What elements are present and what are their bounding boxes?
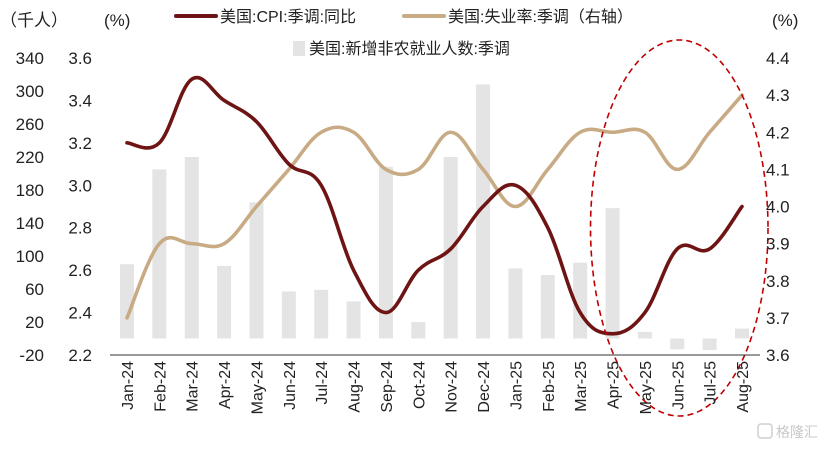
left-inner-unit: (%) (104, 11, 130, 30)
bar-aug-25 (735, 328, 749, 339)
left-inner-tick: 2.8 (68, 219, 92, 238)
x-tick-jun-24: Jun-24 (282, 361, 299, 410)
right-tick: 3.9 (766, 235, 790, 254)
bar-jan-24 (120, 264, 134, 339)
x-tick-aug-25: Aug-25 (735, 361, 752, 413)
bar-may-25 (637, 331, 652, 339)
left-inner-tick: 2.2 (68, 346, 92, 365)
bar-may-24 (249, 202, 264, 339)
watermark-logo: 格隆汇 (757, 423, 818, 440)
x-tick-mar-24: Mar-24 (185, 361, 202, 412)
lines-layer (125, 75, 744, 336)
bar-feb-25 (540, 274, 555, 339)
x-tick-may-24: May-24 (249, 361, 266, 414)
bar-dec-24 (476, 84, 491, 339)
left-outer-tick: 140 (16, 214, 44, 233)
x-tick-apr-24: Apr-24 (217, 361, 234, 409)
left-outer-tick: 100 (16, 247, 44, 266)
legend-layer: 美国:CPI:季调:同比 美国:失业率:季调（右轴） 美国:新增非农就业人数:季调 (174, 8, 633, 58)
right-tick: 3.7 (766, 309, 790, 328)
cpi-yoy-line (125, 75, 744, 336)
x-tick-jan-24: Jan-24 (120, 361, 137, 410)
right-tick: 4.2 (766, 123, 790, 142)
x-tick-jul-25: Jul-25 (703, 361, 720, 405)
bar-aug-24 (346, 301, 361, 339)
bar-oct-24 (411, 322, 426, 339)
left-outer-tick: 220 (16, 148, 44, 167)
bar-jan-25 (508, 268, 523, 339)
x-tick-feb-24: Feb-24 (152, 361, 169, 412)
x-tick-jul-24: Jul-24 (314, 361, 331, 405)
left-inner-tick: 3.2 (68, 134, 92, 153)
left-inner-tick: 2.6 (68, 261, 92, 280)
unemployment-rate-line (125, 93, 744, 320)
highlight-layer (589, 39, 769, 417)
x-tick-oct-24: Oct-24 (411, 361, 428, 409)
x-tick-dec-24: Dec-24 (476, 361, 493, 413)
left-outer-tick: -20 (19, 346, 44, 365)
x-tick-may-25: May-25 (638, 361, 655, 414)
axes-layer: 340 300 260 220 180 140 100 60 20 -20 3.6 3.4 3.2 3.0… (0, 11, 798, 414)
left-outer-tick: 20 (25, 313, 44, 332)
legend-cpi-label: 美国:CPI:季调:同比 (220, 8, 356, 26)
x-tick-apr-25: Apr-25 (606, 361, 623, 409)
left-outer-tick: 340 (16, 49, 44, 68)
bar-apr-25 (605, 208, 620, 339)
watermark-layer: 格隆汇 (757, 423, 818, 440)
x-tick-aug-24: Aug-24 (347, 361, 364, 413)
bar-sep-24 (378, 166, 393, 339)
left-outer-unit: （千人） (0, 11, 68, 30)
bar-jul-24 (314, 289, 329, 339)
highlight-ellipse (589, 39, 769, 417)
right-unit: (%) (772, 11, 798, 30)
left-outer-tick: 300 (16, 82, 44, 101)
x-tick-feb-25: Feb-25 (541, 361, 558, 412)
bars-layer (120, 84, 749, 351)
right-tick: 4.1 (766, 160, 790, 179)
right-tick: 4.0 (766, 198, 790, 217)
x-tick-sep-24: Sep-24 (379, 361, 396, 413)
x-tick-jan-25: Jan-25 (508, 361, 525, 410)
left-outer-tick: 260 (16, 115, 44, 134)
bar-mar-24 (184, 157, 199, 339)
left-inner-tick: 3.6 (68, 49, 92, 68)
bar-apr-24 (217, 265, 232, 339)
legend-nfp-label: 美国:新增非农就业人数:季调 (309, 40, 510, 58)
right-tick: 4.3 (766, 86, 790, 105)
left-outer-tick: 180 (16, 181, 44, 200)
x-tick-mar-25: Mar-25 (573, 361, 590, 412)
bar-jun-24 (281, 291, 296, 339)
bar-jun-25 (670, 338, 685, 350)
legend-nfp-swatch (293, 41, 305, 56)
right-tick: 3.8 (766, 272, 790, 291)
x-tick-nov-24: Nov-24 (444, 361, 461, 413)
bar-feb-24 (152, 169, 167, 339)
right-tick: 4.4 (766, 49, 790, 68)
left-inner-tick: 3.4 (68, 91, 92, 110)
x-tick-jun-25: Jun-25 (670, 361, 687, 410)
bar-jul-25 (702, 338, 717, 351)
left-inner-tick: 2.4 (68, 304, 92, 323)
watermark-icon (757, 423, 773, 439)
left-inner-tick: 3.0 (68, 176, 92, 195)
right-tick: 3.6 (766, 346, 790, 365)
left-outer-tick: 60 (25, 280, 44, 299)
legend-unemployment-label: 美国:失业率:季调（右轴） (448, 8, 633, 26)
watermark-text: 格隆汇 (776, 424, 818, 440)
